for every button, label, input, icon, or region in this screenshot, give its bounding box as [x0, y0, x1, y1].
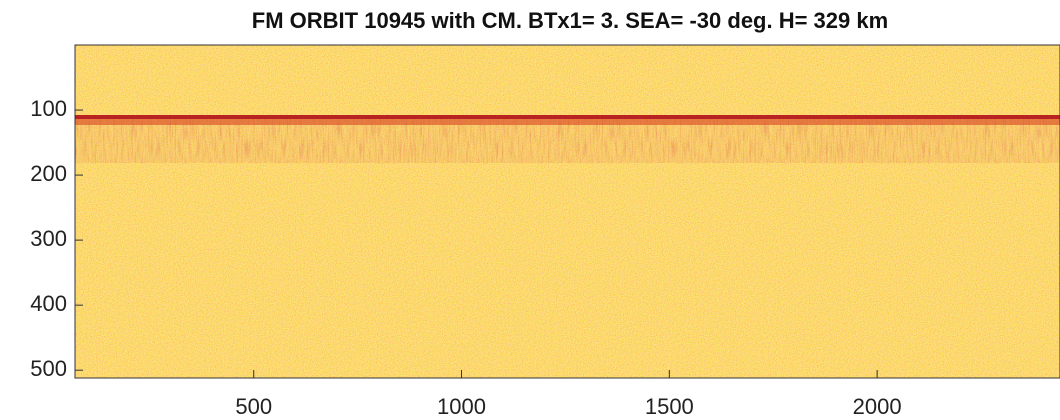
y-tick-label: 300 — [30, 226, 67, 251]
axes-frame — [74, 44, 1060, 379]
chart-title: FM ORBIT 10945 with CM. BTx1= 3. SEA= -3… — [252, 8, 888, 33]
surface-echo — [75, 115, 1060, 119]
y-tick-label: 200 — [30, 161, 67, 186]
y-tick-label: 100 — [30, 96, 67, 121]
x-tick-label: 1500 — [645, 394, 694, 419]
surface-echo-tail — [75, 119, 1060, 125]
y-tick-label: 400 — [30, 291, 67, 316]
y-tick-label: 500 — [30, 356, 67, 381]
image-noise — [75, 45, 1060, 378]
radargram-image — [75, 45, 1060, 378]
x-tick-label: 1000 — [437, 394, 486, 419]
x-tick-label: 2000 — [853, 394, 902, 419]
image-subsurface — [75, 118, 1060, 163]
x-tick-label: 500 — [235, 394, 272, 419]
